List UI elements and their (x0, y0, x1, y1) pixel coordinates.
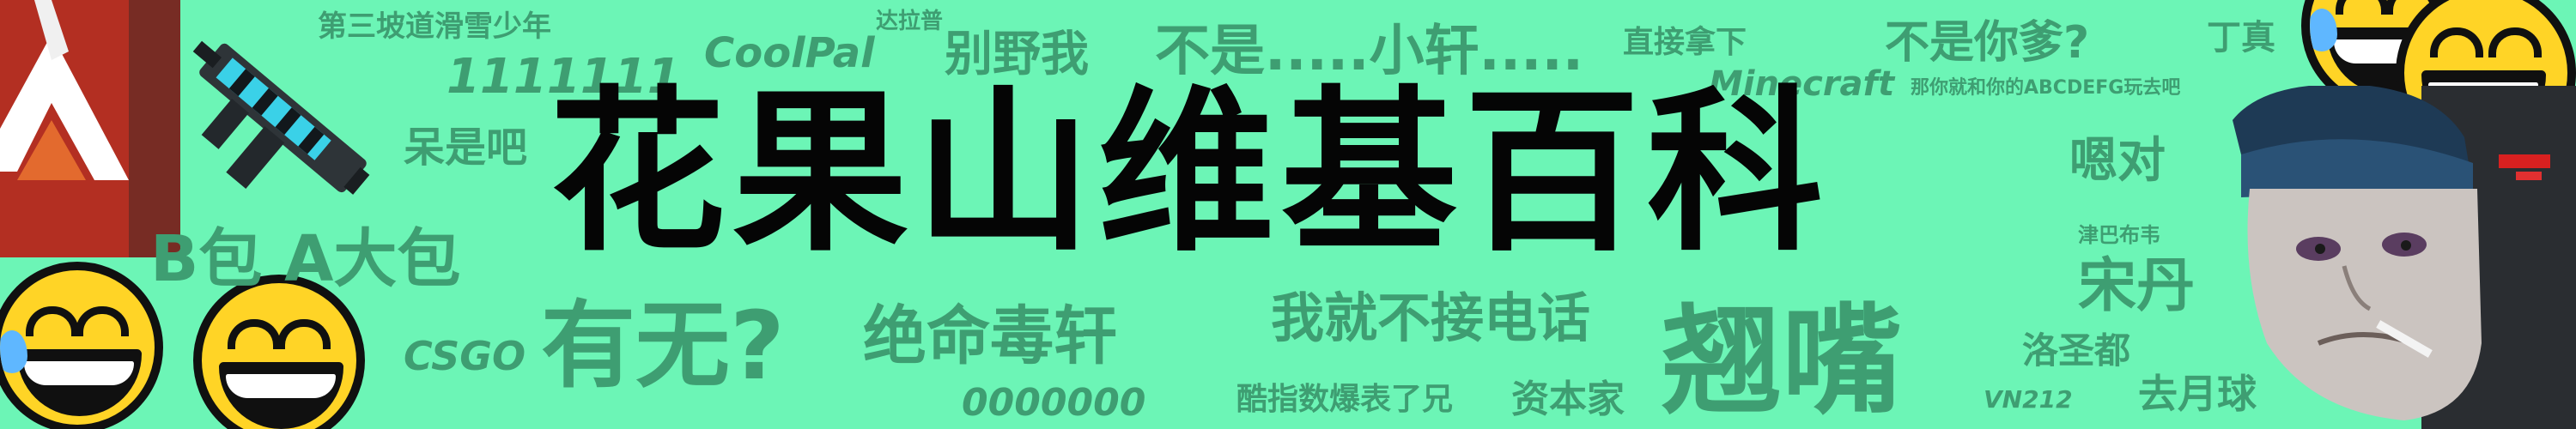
word: 达拉普 (876, 9, 944, 34)
word: 翘嘴 (1662, 292, 1903, 429)
word: VN212 (1984, 385, 2073, 414)
word: CoolPal (704, 29, 875, 77)
word: 资本家 (1511, 378, 1625, 421)
laughing-crying-emoji-icon (0, 262, 163, 429)
grinning-emoji-icon (193, 275, 365, 429)
wojak-face-icon (2215, 84, 2576, 429)
page-title: 花果山维基百科 (550, 71, 1830, 275)
word: 0000000 (962, 381, 1146, 425)
word: 第三坡道滑雪少年 (318, 9, 551, 44)
word: 有无? (541, 291, 785, 401)
word: CSGO (404, 333, 526, 379)
word: 那你就和你的ABCDEFG玩去吧 (1911, 77, 2181, 99)
word: 绝命毒轩 (863, 299, 1117, 373)
word: 嗯对 (2069, 133, 2166, 189)
word: 酷指数爆表了兄 (1236, 382, 1454, 417)
word: 直接拿下 (1623, 25, 1747, 60)
word: 宋丹 (2078, 252, 2196, 320)
word: 1111111 (447, 49, 681, 105)
word: 我就不接电话 (1271, 287, 1591, 349)
word: Minecraft (1709, 64, 1895, 104)
word: 呆是吧 (404, 124, 528, 172)
word: 别野我 (945, 27, 1089, 82)
word: 不是你爹? (1885, 17, 2090, 69)
apex-logo-icon (0, 0, 180, 257)
word: 津巴布韦 (2078, 223, 2160, 247)
word: 不是.....小轩..... (1155, 20, 1584, 83)
rifle-icon (172, 0, 386, 232)
word: B包 A大包 (150, 222, 461, 296)
word: 洛圣都 (2022, 329, 2131, 372)
word: 去月球 (2138, 371, 2257, 417)
word: 丁真 (2207, 18, 2275, 57)
